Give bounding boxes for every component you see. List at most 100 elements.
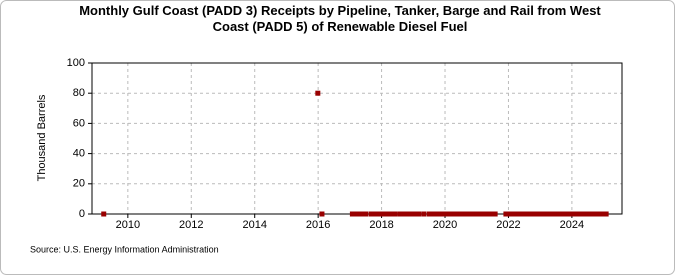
data-point: [360, 211, 366, 217]
data-point: [357, 211, 363, 217]
data-point: [476, 211, 482, 217]
data-point: [376, 211, 382, 217]
data-point: [458, 211, 464, 217]
data-point: [553, 211, 559, 217]
data-point: [379, 211, 385, 217]
data-point: [349, 211, 355, 217]
y-tick-label: 40: [73, 148, 85, 160]
data-point: [381, 211, 387, 217]
y-tick-label: 20: [73, 178, 85, 190]
data-point: [490, 211, 496, 217]
data-point: [571, 211, 577, 217]
data-point: [373, 211, 379, 217]
data-point: [548, 211, 554, 217]
data-point: [535, 211, 541, 217]
data-point: [537, 211, 543, 217]
data-point: [516, 211, 522, 217]
data-point: [355, 211, 361, 217]
data-point: [579, 211, 585, 217]
data-point: [413, 211, 419, 217]
data-point: [392, 211, 398, 217]
data-point: [590, 211, 596, 217]
data-point: [508, 211, 514, 217]
data-point: [524, 211, 530, 217]
plot-frame: [91, 62, 623, 215]
data-point: [389, 211, 395, 217]
data-point: [492, 211, 498, 217]
data-point: [505, 211, 511, 217]
data-point: [598, 211, 604, 217]
data-point: [556, 211, 562, 217]
data-point: [363, 211, 369, 217]
data-point: [315, 90, 321, 96]
data-point: [434, 211, 440, 217]
data-point: [400, 211, 406, 217]
data-point: [550, 211, 556, 217]
y-axis-label: Thousand Barrels: [36, 94, 48, 181]
x-tick-label: 2014: [242, 219, 266, 231]
data-point: [402, 211, 408, 217]
data-point: [371, 211, 377, 217]
data-point: [574, 211, 580, 217]
data-point: [474, 211, 480, 217]
data-point: [408, 211, 414, 217]
source-note: Source: U.S. Energy Information Administ…: [30, 244, 219, 254]
data-point: [585, 211, 591, 217]
data-point: [563, 211, 569, 217]
data-point: [527, 211, 533, 217]
data-point: [511, 211, 517, 217]
data-point: [384, 211, 390, 217]
data-point: [582, 211, 588, 217]
y-tick-label: 60: [73, 117, 85, 129]
data-point: [603, 211, 609, 217]
chart-title: Monthly Gulf Coast (PADD 3) Receipts by …: [79, 3, 601, 34]
data-point: [463, 211, 469, 217]
data-point: [397, 211, 403, 217]
data-point: [532, 211, 538, 217]
data-point: [432, 211, 438, 217]
data-point: [540, 211, 546, 217]
data-point: [513, 211, 519, 217]
data-point: [437, 211, 443, 217]
data-point: [421, 211, 427, 217]
data-point: [545, 211, 551, 217]
data-point: [468, 211, 474, 217]
data-point: [487, 211, 493, 217]
data-point: [569, 211, 575, 217]
data-point: [601, 211, 607, 217]
y-tick-label: 80: [73, 87, 85, 99]
data-point: [484, 211, 490, 217]
x-tick-label: 2022: [496, 219, 520, 231]
data-point: [558, 211, 564, 217]
data-point: [429, 211, 435, 217]
data-point: [521, 211, 527, 217]
y-tick-label: 0: [79, 208, 85, 220]
data-point: [519, 211, 525, 217]
x-tick-label: 2016: [306, 219, 330, 231]
data-point: [452, 211, 458, 217]
data-point: [442, 211, 448, 217]
data-point: [387, 211, 393, 217]
data-point: [577, 211, 583, 217]
x-tick-label: 2020: [433, 219, 457, 231]
data-point: [450, 211, 456, 217]
data-point: [368, 211, 374, 217]
x-tick-label: 2018: [369, 219, 393, 231]
data-point: [561, 211, 567, 217]
data-point: [405, 211, 411, 217]
data-point: [447, 211, 453, 217]
data-point: [587, 211, 593, 217]
data-point: [410, 211, 416, 217]
data-point: [503, 211, 509, 217]
data-point: [566, 211, 572, 217]
data-point: [426, 211, 432, 217]
data-point: [439, 211, 445, 217]
x-tick-label: 2024: [560, 219, 584, 231]
data-point: [479, 211, 485, 217]
data-point: [595, 211, 601, 217]
data-point: [460, 211, 466, 217]
data-point: [543, 211, 549, 217]
